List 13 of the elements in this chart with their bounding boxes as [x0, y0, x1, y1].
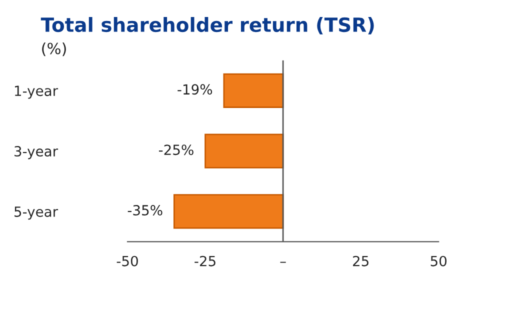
data-label: -25% [158, 144, 194, 156]
data-label: -19% [178, 84, 212, 95]
y-tick-label: 3-year [14, 146, 58, 160]
chart-title: Total shareholder return (TSR) [40, 17, 374, 34]
x-tick-label: -50 [116, 256, 138, 266]
y-tick-label: 1-year [14, 86, 58, 99]
x-tick-label: 50 [430, 256, 447, 266]
y-tick-label: 5-year [14, 206, 58, 220]
x-tick-label: 25 [353, 256, 368, 266]
chart-subtitle: (%) [42, 42, 66, 56]
x-tick-label: -25 [194, 256, 216, 266]
data-label: -35% [128, 204, 162, 216]
x-tick-label: – [280, 262, 286, 263]
